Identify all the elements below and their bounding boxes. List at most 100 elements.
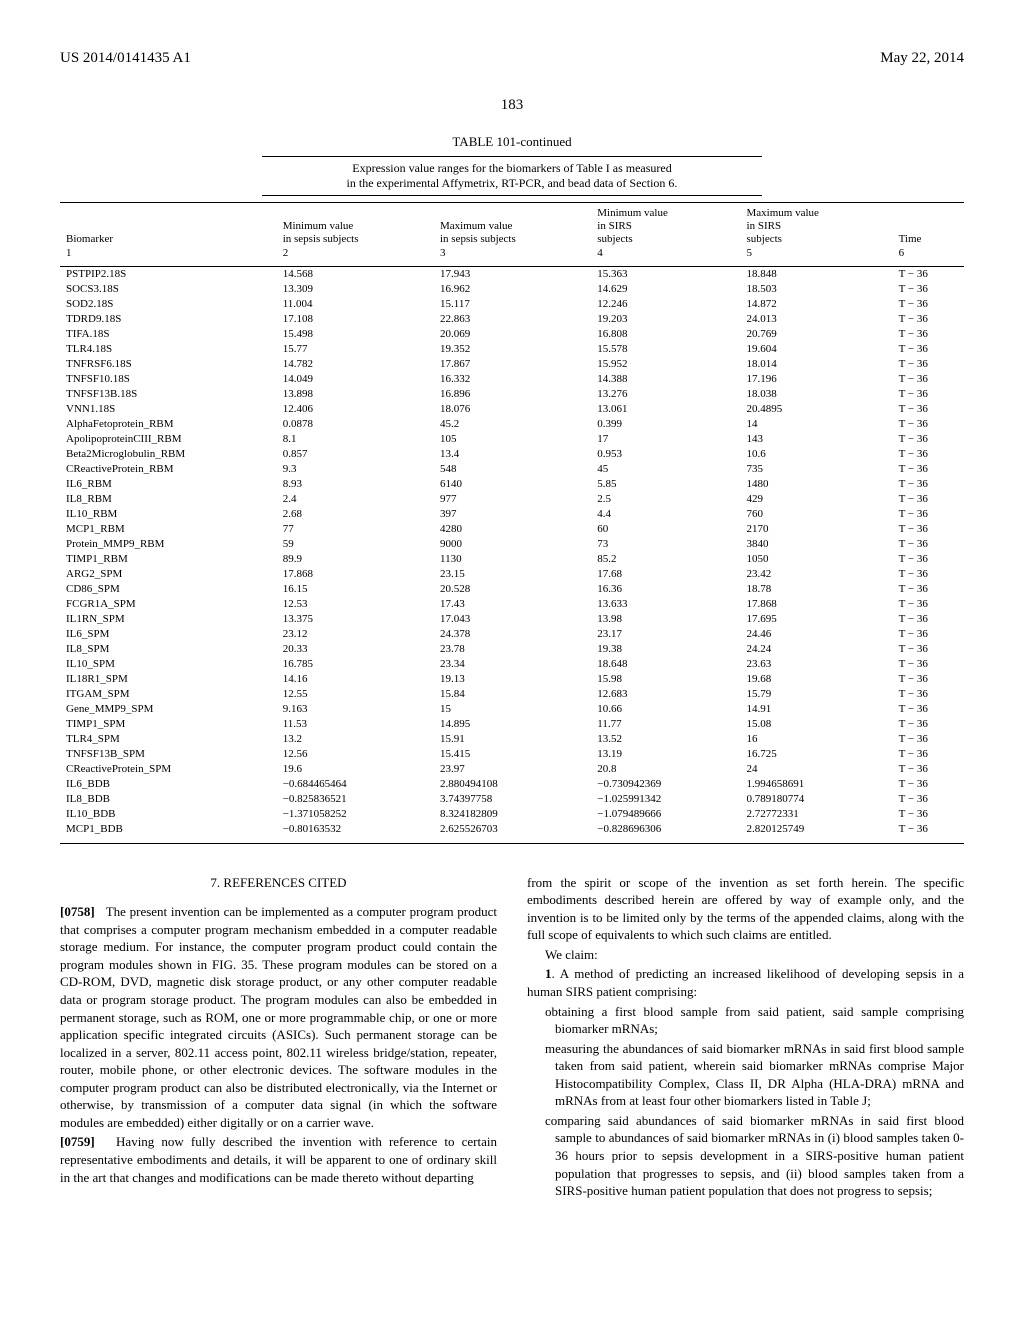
table-cell: 12.55 xyxy=(263,687,420,702)
table-cell: ARG2_SPM xyxy=(60,567,263,582)
table-cell: 19.203 xyxy=(577,312,726,327)
table-head: Biomarker1Minimum valuein sepsis subject… xyxy=(60,203,964,266)
table-cell: T − 36 xyxy=(879,402,964,417)
table-cell: 19.68 xyxy=(727,672,879,687)
table-row: IL8_BDB−0.8258365213.74397758−1.02599134… xyxy=(60,792,964,807)
table-cell: 17.196 xyxy=(727,372,879,387)
table-row: TIMP1_SPM11.5314.89511.7715.08T − 36 xyxy=(60,717,964,732)
table-cell: T − 36 xyxy=(879,627,964,642)
para-number: [0759] xyxy=(60,1134,95,1149)
table-cell: IL1RN_SPM xyxy=(60,612,263,627)
table-cell: 10.66 xyxy=(577,702,726,717)
table-cell: T − 36 xyxy=(879,387,964,402)
table-cell: 14.16 xyxy=(263,672,420,687)
table-header-cell: Maximum valuein SIRSsubjects5 xyxy=(727,203,879,266)
table-cell: 16.785 xyxy=(263,657,420,672)
table-cell: 429 xyxy=(727,492,879,507)
table-cell: 3840 xyxy=(727,537,879,552)
table-row: CD86_SPM16.1520.52816.3618.78T − 36 xyxy=(60,582,964,597)
table-cell: IL10_RBM xyxy=(60,507,263,522)
table-cell: T − 36 xyxy=(879,687,964,702)
table-cell: TLR4.18S xyxy=(60,342,263,357)
table-header-cell: Maximum valuein sepsis subjects3 xyxy=(420,203,577,266)
table-cell: 735 xyxy=(727,462,879,477)
table-cell: 15.79 xyxy=(727,687,879,702)
table-cell: 9.3 xyxy=(263,462,420,477)
table-cell: 11.77 xyxy=(577,717,726,732)
table-cell: T − 36 xyxy=(879,282,964,297)
table-row: ApolipoproteinCIII_RBM8.110517143T − 36 xyxy=(60,432,964,447)
table-cell: 24.013 xyxy=(727,312,879,327)
table-cell: 4.4 xyxy=(577,507,726,522)
table-cell: 0.399 xyxy=(577,417,726,432)
table-cell: T − 36 xyxy=(879,312,964,327)
table-cell: −0.828696306 xyxy=(577,822,726,837)
table-row: IL6_SPM23.1224.37823.1724.46T − 36 xyxy=(60,627,964,642)
table-row: IL6_BDB−0.6844654642.880494108−0.7309423… xyxy=(60,777,964,792)
table-cell: TNFSF13B_SPM xyxy=(60,747,263,762)
publication-number: US 2014/0141435 A1 xyxy=(60,50,191,67)
table-cell: TNFSF13B.18S xyxy=(60,387,263,402)
table-cell: 2.72772331 xyxy=(727,807,879,822)
table-cell: 3.74397758 xyxy=(420,792,577,807)
table-cell: 17.68 xyxy=(577,567,726,582)
table-cell: 19.604 xyxy=(727,342,879,357)
table-cell: 5.85 xyxy=(577,477,726,492)
table-cell: T − 36 xyxy=(879,462,964,477)
table-cell: 15.363 xyxy=(577,266,726,282)
table-cell: T − 36 xyxy=(879,777,964,792)
table-header-row: Biomarker1Minimum valuein sepsis subject… xyxy=(60,203,964,266)
table-row: IL10_BDB−1.3710582528.324182809−1.079489… xyxy=(60,807,964,822)
table-cell: 23.17 xyxy=(577,627,726,642)
table-cell: 4280 xyxy=(420,522,577,537)
table-cell: −0.730942369 xyxy=(577,777,726,792)
table-cell: 16.15 xyxy=(263,582,420,597)
table-cell: 14.895 xyxy=(420,717,577,732)
table-cell: −0.684465464 xyxy=(263,777,420,792)
table-cell: 548 xyxy=(420,462,577,477)
table-cell: 13.061 xyxy=(577,402,726,417)
table-cell: 13.19 xyxy=(577,747,726,762)
table-cell: 2.625526703 xyxy=(420,822,577,837)
table-cell: 13.276 xyxy=(577,387,726,402)
claim-1-step-c: comparing said abundances of said biomar… xyxy=(527,1112,964,1200)
table-cell: Gene_MMP9_SPM xyxy=(60,702,263,717)
page-number: 183 xyxy=(60,97,964,114)
table-cell: 105 xyxy=(420,432,577,447)
table-header-cell: Time6 xyxy=(879,203,964,266)
table-cell: 2.4 xyxy=(263,492,420,507)
table-cell: T − 36 xyxy=(879,612,964,627)
table-cell: 20.8 xyxy=(577,762,726,777)
we-claim: We claim: xyxy=(527,946,964,964)
table-cell: 18.78 xyxy=(727,582,879,597)
table-cell: T − 36 xyxy=(879,732,964,747)
table-cell: 13.898 xyxy=(263,387,420,402)
table-cell: 45.2 xyxy=(420,417,577,432)
table-cell: T − 36 xyxy=(879,266,964,282)
table-row: IL10_RBM2.683974.4760T − 36 xyxy=(60,507,964,522)
table-row: VNN1.18S12.40618.07613.06120.4895T − 36 xyxy=(60,402,964,417)
table-cell: 1480 xyxy=(727,477,879,492)
claim-lead-text: . A method of predicting an increased li… xyxy=(527,966,964,999)
table-cell: TIFA.18S xyxy=(60,327,263,342)
table-cell: TNFRSF6.18S xyxy=(60,357,263,372)
table-cell: −1.079489666 xyxy=(577,807,726,822)
table-cell: TNFSF10.18S xyxy=(60,372,263,387)
table-cell: 13.4 xyxy=(420,447,577,462)
table-cell: 20.769 xyxy=(727,327,879,342)
table-cell: 24.24 xyxy=(727,642,879,657)
table-cell: 24.46 xyxy=(727,627,879,642)
table-row: TNFSF13B_SPM12.5615.41513.1916.725T − 36 xyxy=(60,747,964,762)
table-cell: FCGR1A_SPM xyxy=(60,597,263,612)
table-cell: 13.2 xyxy=(263,732,420,747)
table-cell: T − 36 xyxy=(879,492,964,507)
table-cell: 45 xyxy=(577,462,726,477)
table-cell: 15.91 xyxy=(420,732,577,747)
table-row: TIMP1_RBM89.9113085.21050T − 36 xyxy=(60,552,964,567)
table-row: IL10_SPM16.78523.3418.64823.63T − 36 xyxy=(60,657,964,672)
table-cell: 23.97 xyxy=(420,762,577,777)
table-cell: 17.868 xyxy=(263,567,420,582)
table-cell: 13.375 xyxy=(263,612,420,627)
table-cell: T − 36 xyxy=(879,567,964,582)
table-cell: 15.77 xyxy=(263,342,420,357)
